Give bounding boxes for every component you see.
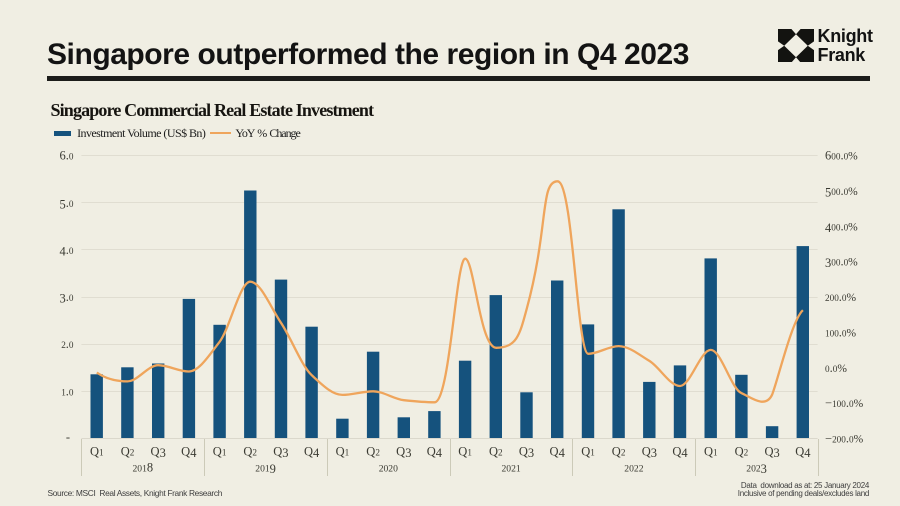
svg-text:100.0%: 100.0% xyxy=(825,325,857,339)
svg-text:Q4: Q4 xyxy=(427,445,443,461)
svg-text:Q2: Q2 xyxy=(489,445,503,459)
svg-text:1.0: 1.0 xyxy=(61,384,74,398)
svg-text:Q3: Q3 xyxy=(151,445,166,461)
svg-text:2020: 2020 xyxy=(379,464,398,475)
svg-text:Q3: Q3 xyxy=(519,445,534,461)
svg-text:0.0%: 0.0% xyxy=(825,361,847,375)
svg-text:2021: 2021 xyxy=(502,464,521,475)
svg-text:6.0: 6.0 xyxy=(60,149,74,163)
svg-text:Q4: Q4 xyxy=(795,445,811,461)
svg-text:Q3: Q3 xyxy=(764,445,779,461)
svg-text:Q2: Q2 xyxy=(121,445,135,459)
svg-text:Q1: Q1 xyxy=(458,445,472,459)
svg-text:Q3: Q3 xyxy=(273,445,288,461)
svg-text:Q1: Q1 xyxy=(336,445,350,459)
svg-text:200.0%: 200.0% xyxy=(825,290,857,304)
svg-text:Q2: Q2 xyxy=(366,445,380,459)
svg-text:Q4: Q4 xyxy=(550,445,566,461)
svg-text:2018: 2018 xyxy=(132,461,153,475)
svg-text:2019: 2019 xyxy=(255,462,276,476)
svg-text:Q2: Q2 xyxy=(612,445,626,459)
svg-text:Q1: Q1 xyxy=(704,445,718,459)
svg-text:Q1: Q1 xyxy=(90,445,104,459)
svg-text:Q4: Q4 xyxy=(304,445,320,461)
svg-text:300.0%: 300.0% xyxy=(825,255,858,271)
svg-text:-: - xyxy=(66,430,70,444)
svg-text:Q1: Q1 xyxy=(213,445,227,459)
svg-text:5.0: 5.0 xyxy=(60,196,74,212)
svg-text:2023: 2023 xyxy=(746,462,767,476)
svg-text:2022: 2022 xyxy=(624,464,643,475)
svg-text:Q2: Q2 xyxy=(735,445,749,459)
svg-text:Q3: Q3 xyxy=(642,445,657,461)
svg-text:−200.0%: −200.0% xyxy=(825,432,864,446)
svg-text:Q4: Q4 xyxy=(672,445,688,461)
svg-text:4.0: 4.0 xyxy=(60,243,74,259)
svg-text:Q3: Q3 xyxy=(396,445,411,461)
svg-text:Q2: Q2 xyxy=(243,445,257,459)
svg-text:3.0: 3.0 xyxy=(60,290,74,306)
svg-text:500.0%: 500.0% xyxy=(825,184,858,200)
svg-text:−100.0%: −100.0% xyxy=(825,396,864,410)
svg-text:400.0%: 400.0% xyxy=(825,219,858,235)
svg-text:Q4: Q4 xyxy=(181,445,197,461)
svg-text:2.0: 2.0 xyxy=(61,337,74,351)
svg-text:600.0%: 600.0% xyxy=(825,149,858,163)
svg-text:Q1: Q1 xyxy=(581,445,595,459)
